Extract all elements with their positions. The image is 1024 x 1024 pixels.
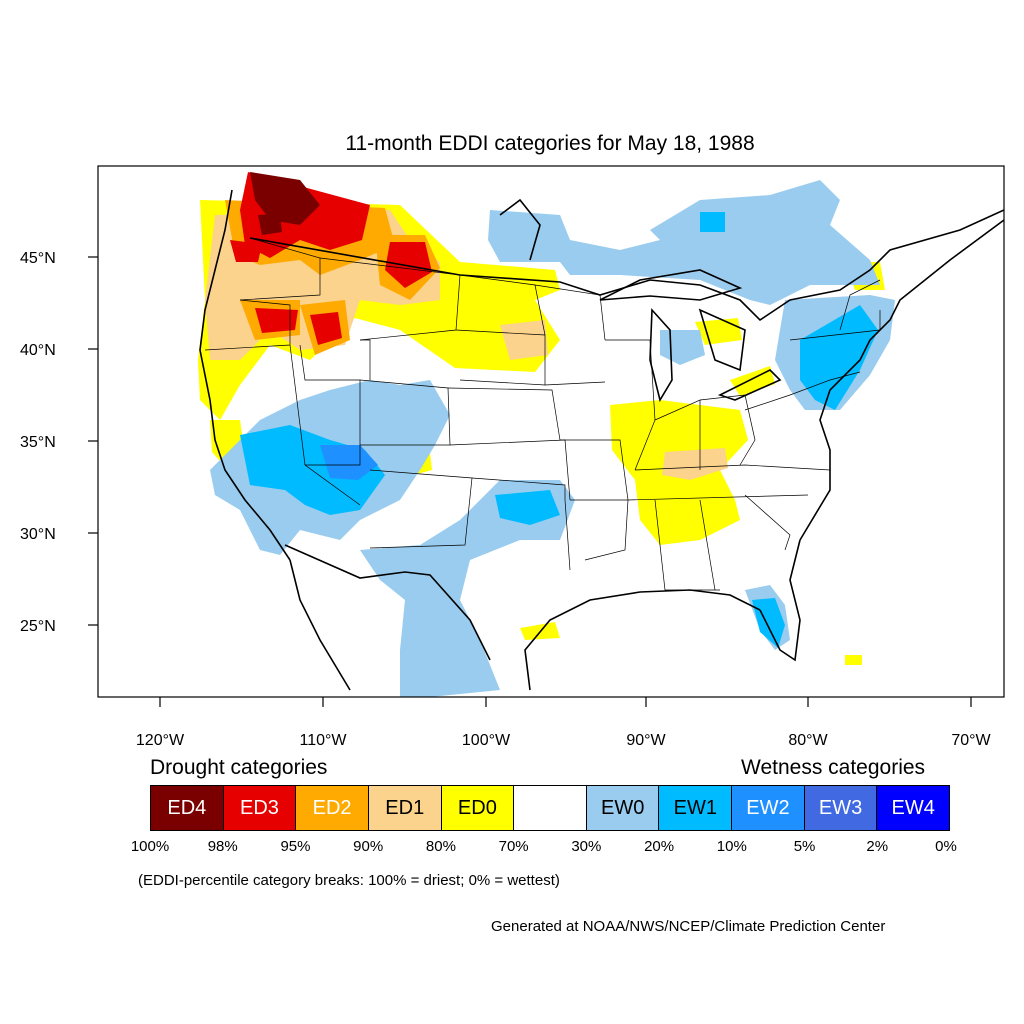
legend-ed3: ED3 — [223, 786, 297, 830]
percentile-label: 70% — [498, 838, 529, 855]
ed3-oregon — [255, 308, 298, 333]
ed0-michigan — [695, 318, 742, 345]
legend-ew2: EW2 — [732, 786, 805, 830]
ew0-texas — [360, 480, 575, 697]
percentile-label: 98% — [207, 838, 238, 855]
ed3-washington — [230, 240, 262, 262]
percentile-label: 2% — [866, 838, 889, 855]
mexico-border — [284, 544, 491, 661]
lon-label: 110°W — [299, 732, 347, 749]
ed1-kentucky — [662, 448, 728, 480]
map-title: 11-month EDDI categories for May 18, 198… — [345, 132, 755, 155]
ed0-bahamas — [845, 655, 862, 665]
percentile-label: 20% — [644, 838, 675, 855]
percentile-label: 30% — [571, 838, 602, 855]
lake-michigan — [649, 308, 673, 403]
lat-tick-labels: 45°N 40°N 35°N 30°N 25°N — [20, 250, 56, 635]
lat-ticks — [88, 256, 98, 626]
us-canada-border — [249, 209, 1004, 322]
baja — [289, 559, 351, 691]
lat-label: 45°N — [20, 250, 56, 267]
lon-label: 90°W — [626, 732, 666, 749]
lat-label: 25°N — [20, 618, 56, 635]
ed4-regions — [250, 172, 320, 235]
ed4-washington — [258, 214, 282, 235]
category-legend: ED4 ED3 ED2 ED1 ED0 EW0 EW1 EW2 EW3 EW4 — [150, 785, 950, 831]
legend-neutral — [514, 786, 587, 830]
legend-ed4: ED4 — [151, 786, 224, 830]
lake-erie — [717, 369, 782, 401]
lon-label: 70°W — [951, 732, 991, 749]
ew0-northern-border — [488, 180, 880, 305]
lake-superior — [599, 269, 743, 301]
west-coast — [199, 189, 291, 561]
hudson-region — [499, 198, 541, 261]
east-coast — [799, 219, 1004, 541]
lake-huron — [698, 308, 746, 372]
ew0-great-lakes — [660, 330, 705, 365]
ew1-oklahoma — [495, 490, 560, 525]
legend-ew1: EW1 — [659, 786, 733, 830]
percentile-label: 0% — [935, 838, 957, 855]
florida — [759, 539, 801, 662]
lon-ticks — [159, 697, 972, 707]
lon-tick-labels: 120°W 110°W 100°W 90°W 80°W 70°W — [136, 732, 992, 749]
legend-ed0: ED0 — [441, 786, 515, 830]
lat-label: 40°N — [20, 342, 56, 359]
drought-categories-title: Drought categories — [150, 756, 328, 779]
ew2-regions — [320, 445, 378, 480]
credit-line: Generated at NOAA/NWS/NCEP/Climate Predi… — [491, 918, 886, 935]
legend-ew3: EW3 — [804, 786, 878, 830]
lon-label: 100°W — [462, 732, 511, 749]
ew2-utah-arizona — [320, 445, 378, 480]
wetness-categories-title: Wetness categories — [741, 756, 926, 779]
ed4-north-idaho — [250, 172, 320, 225]
gulf-coast — [524, 589, 761, 691]
percentile-label: 80% — [425, 838, 456, 855]
percentile-label: 10% — [716, 838, 747, 855]
percentile-label: 90% — [353, 838, 384, 855]
legend-ed1: ED1 — [368, 786, 442, 830]
category-note: (EDDI-percentile category breaks: 100% =… — [138, 872, 560, 889]
ed1-south-dakota — [500, 320, 548, 360]
category-shading — [198, 172, 895, 697]
lat-label: 35°N — [20, 434, 56, 451]
lat-label: 30°N — [20, 526, 56, 543]
ew1-northwest-plains — [700, 212, 725, 232]
percentile-label: 5% — [793, 838, 816, 855]
legend-ew0: EW0 — [586, 786, 660, 830]
percentile-label: 100% — [130, 838, 170, 855]
map-frame — [97, 165, 1005, 698]
percentile-label: 95% — [280, 838, 311, 855]
ed3-idaho — [310, 312, 342, 345]
lon-label: 120°W — [136, 732, 185, 749]
ed3-montana — [385, 242, 432, 288]
legend-ew4: EW4 — [877, 786, 950, 830]
lon-label: 80°W — [788, 732, 828, 749]
coastlines — [199, 189, 1004, 691]
legend-ed2: ED2 — [296, 786, 369, 830]
